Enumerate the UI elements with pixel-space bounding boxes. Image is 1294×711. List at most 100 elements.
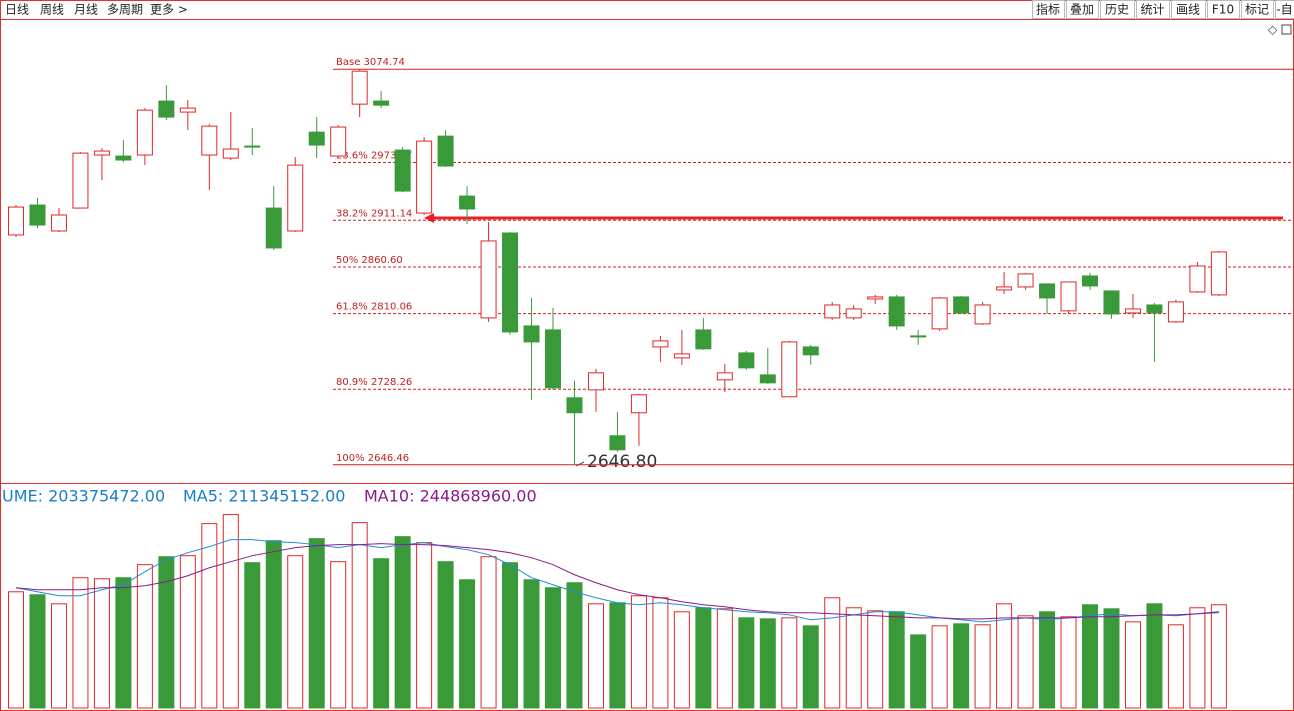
volume-bar xyxy=(394,536,411,709)
volume-bar xyxy=(115,577,132,709)
volume-bar xyxy=(716,608,733,709)
volume-bar xyxy=(244,562,261,709)
volume-bar xyxy=(158,556,175,709)
tool-button[interactable] xyxy=(1275,0,1294,19)
arrow-head xyxy=(424,213,434,223)
volume-bar xyxy=(351,522,368,709)
volume-bar xyxy=(673,611,690,709)
candle-body xyxy=(845,308,862,319)
moving-average-line xyxy=(15,543,1219,620)
volume-bar xyxy=(652,597,669,709)
volume-bar xyxy=(931,625,948,709)
candle-body xyxy=(716,372,733,381)
volume-bar xyxy=(480,556,497,709)
candle-body xyxy=(222,148,239,159)
volume-bar xyxy=(1189,607,1206,709)
tool-button[interactable] xyxy=(1171,0,1206,19)
candle-body xyxy=(1210,251,1227,296)
tool-button-label[interactable]: 叠加 xyxy=(1070,3,1094,17)
volume-bar xyxy=(738,617,755,709)
candle-body xyxy=(308,131,325,146)
diamond-icon[interactable]: ◇ xyxy=(1268,23,1278,37)
candle-body xyxy=(93,150,110,156)
tool-button[interactable] xyxy=(1066,0,1099,19)
volume-bar xyxy=(824,597,841,709)
candle-body xyxy=(416,140,433,214)
candle-body xyxy=(652,340,669,348)
candle-body xyxy=(759,374,776,384)
tool-button-label[interactable]: 统计 xyxy=(1140,3,1164,17)
volume-bar xyxy=(287,555,304,709)
volume-bar xyxy=(587,603,604,709)
period-tab[interactable]: 周线 xyxy=(40,3,64,17)
candle-body xyxy=(1039,283,1056,299)
candle-body xyxy=(29,204,46,226)
volume-bar xyxy=(136,564,153,709)
volume-bar xyxy=(201,523,218,709)
fib-label: 80.9% 2728.26 xyxy=(336,377,412,388)
tool-button-label[interactable]: -自 xyxy=(1276,3,1292,17)
volume-bar xyxy=(759,618,776,709)
volume-bar xyxy=(996,603,1013,709)
candle-body xyxy=(330,126,347,157)
tool-button-label[interactable]: F10 xyxy=(1212,3,1234,17)
volume-bar xyxy=(1103,608,1120,709)
candle-body xyxy=(201,125,218,156)
candle-body xyxy=(931,297,948,330)
volume-bar xyxy=(695,607,712,709)
candle-body xyxy=(910,335,927,338)
volume-bar xyxy=(1039,611,1056,709)
volume-bar xyxy=(72,577,89,709)
candle-body xyxy=(630,394,647,414)
candle-body xyxy=(179,107,196,113)
candle-body xyxy=(802,346,819,356)
volume-bar xyxy=(888,611,905,709)
candle-body xyxy=(545,329,561,389)
candle-body xyxy=(1124,308,1141,314)
volume-bar xyxy=(867,610,884,709)
fib-label: 61.8% 2810.06 xyxy=(336,302,412,313)
volume-bar xyxy=(974,624,991,709)
fib-label: Base 3074.74 xyxy=(336,57,405,68)
candle-body xyxy=(437,135,454,167)
candle-body xyxy=(888,296,905,327)
candle-body xyxy=(609,435,626,451)
tool-button-label[interactable]: 标记 xyxy=(1245,3,1269,17)
tool-button-label[interactable]: 历史 xyxy=(1105,3,1129,17)
volume-bar xyxy=(308,538,325,709)
candle-body xyxy=(136,109,153,156)
volume-bar xyxy=(373,558,390,709)
candle-body xyxy=(1167,301,1184,323)
candle-body xyxy=(502,232,519,333)
volume-bar xyxy=(459,579,476,709)
candle-body xyxy=(8,206,24,236)
candle-body xyxy=(824,304,841,319)
tool-button-label[interactable]: 画线 xyxy=(1176,3,1200,17)
candle-body xyxy=(459,195,476,210)
tool-button[interactable] xyxy=(1241,0,1274,19)
square-icon[interactable] xyxy=(1281,24,1292,35)
volume-bar xyxy=(781,617,798,709)
candle-body xyxy=(738,352,755,369)
tool-button[interactable] xyxy=(1207,0,1240,19)
volume-bar xyxy=(523,579,540,709)
volume-bar xyxy=(1017,615,1034,709)
candle-body xyxy=(244,145,261,148)
candle-body xyxy=(72,152,89,209)
tool-button[interactable] xyxy=(1100,0,1135,19)
candle-body xyxy=(996,286,1013,291)
fib-label: 100% 2646.46 xyxy=(336,453,409,464)
period-tab[interactable]: 更多 > xyxy=(150,3,188,17)
tool-button[interactable] xyxy=(1032,0,1065,19)
candle-body xyxy=(287,164,304,232)
tool-button-label[interactable]: 指标 xyxy=(1036,2,1060,17)
candle-body xyxy=(351,70,368,105)
candle-body xyxy=(953,296,970,314)
volume-bar xyxy=(179,555,196,709)
tool-button[interactable] xyxy=(1136,0,1170,19)
period-tab[interactable]: 月线 xyxy=(74,3,98,17)
candle-body xyxy=(1103,290,1120,315)
candle-body xyxy=(265,207,282,249)
period-tab[interactable]: 日线 xyxy=(5,3,29,17)
period-tab[interactable]: 多周期 xyxy=(107,3,143,17)
